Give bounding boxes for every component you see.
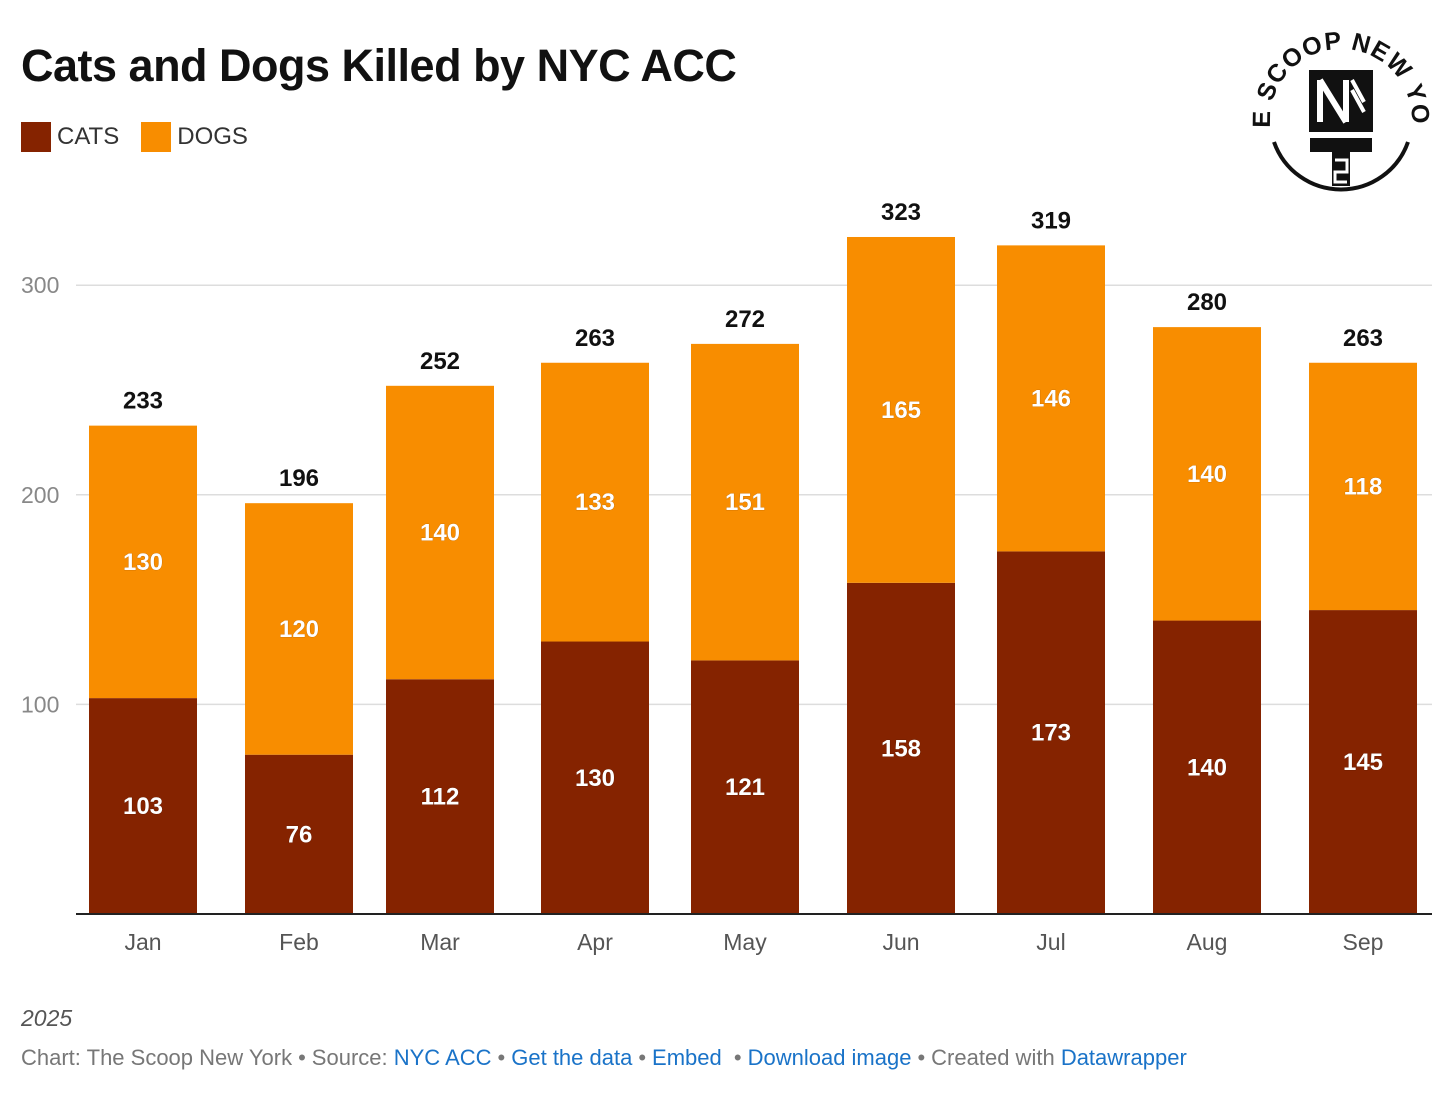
legend: CATS DOGS (21, 122, 270, 152)
legend-label-cats: CATS (57, 123, 120, 150)
y-tick-label-100: 100 (21, 691, 59, 717)
bar-cats-may (691, 660, 799, 914)
x-tick-label-may: May (723, 929, 767, 955)
source-link[interactable]: NYC ACC (393, 1045, 492, 1070)
x-tick-label-aug: Aug (1187, 929, 1228, 955)
y-tick-label-300: 300 (21, 272, 59, 298)
y-tick-label-200: 200 (21, 482, 59, 508)
download-image-link[interactable]: Download image (747, 1045, 912, 1070)
data-label-dogs-jun: 165 (881, 397, 921, 424)
chart-note: 2025 (21, 1005, 73, 1031)
bar-dogs-mar (386, 385, 494, 680)
chart-title: Cats and Dogs Killed by NYC ACC (21, 40, 737, 91)
x-tick-label-jan: Jan (124, 929, 161, 955)
data-label-cats-apr: 130 (575, 765, 615, 792)
data-label-cats-feb: 76 (286, 821, 313, 848)
x-tick-label-jul: Jul (1036, 929, 1065, 955)
data-label-cats-aug: 140 (1187, 754, 1227, 781)
bar-dogs-apr (541, 362, 649, 642)
x-tick-label-apr: Apr (577, 929, 613, 955)
bar-dogs-may (691, 343, 799, 661)
x-tick-label-feb: Feb (279, 929, 319, 955)
bar-cats-feb (245, 754, 353, 914)
bar-cats-aug (1153, 620, 1261, 914)
total-label-mar: 252 (420, 348, 460, 375)
data-label-dogs-may: 151 (725, 489, 765, 516)
data-label-cats-jul: 173 (1031, 720, 1071, 747)
data-label-cats-may: 121 (725, 774, 765, 801)
stacked-bar-chart: 100 200 300 103 130 233 Jan 76 120 196 Feb 112 140 25… (21, 199, 1432, 955)
total-label-aug: 280 (1187, 289, 1227, 316)
total-label-jul: 319 (1031, 207, 1071, 234)
bar-dogs-jul (997, 245, 1105, 552)
bar-dogs-aug (1153, 327, 1261, 621)
x-tick-label-jun: Jun (882, 929, 919, 955)
total-label-apr: 263 (575, 325, 615, 352)
bar-dogs-feb (245, 503, 353, 755)
x-tick-label-sep: Sep (1343, 929, 1384, 955)
legend-swatch-cats (21, 122, 51, 152)
bar-cats-jan (89, 698, 197, 914)
bar-cats-jun (847, 582, 955, 914)
data-label-dogs-mar: 140 (420, 520, 460, 547)
data-label-dogs-aug: 140 (1187, 461, 1227, 488)
data-label-dogs-jul: 146 (1031, 385, 1071, 412)
embed-link[interactable]: Embed (652, 1045, 722, 1070)
data-label-dogs-jan: 130 (123, 549, 163, 576)
bar-dogs-jan (89, 425, 197, 699)
footer-created-label: Created with (931, 1045, 1055, 1070)
bar-cats-mar (386, 679, 494, 914)
total-label-may: 272 (725, 306, 765, 333)
legend-swatch-dogs (141, 122, 172, 152)
data-label-cats-jan: 103 (123, 793, 163, 820)
data-label-cats-sep: 145 (1343, 749, 1383, 776)
data-label-dogs-feb: 120 (279, 616, 319, 643)
data-label-dogs-sep: 118 (1344, 473, 1383, 500)
total-label-sep: 263 (1343, 325, 1383, 352)
data-label-cats-mar: 112 (421, 784, 460, 811)
x-tick-label-mar: Mar (420, 929, 460, 955)
datawrapper-link[interactable]: Datawrapper (1060, 1045, 1187, 1070)
total-label-jun: 323 (881, 199, 921, 226)
legend-item-cats: CATS (21, 122, 119, 152)
data-label-cats-jun: 158 (881, 735, 921, 762)
total-label-feb: 196 (279, 465, 319, 492)
bar-dogs-jun (847, 236, 955, 583)
bar-cats-apr (541, 641, 649, 914)
total-label-jan: 233 (123, 388, 163, 415)
chart-footer: Chart: The Scoop New York • Source: NYC AC… (21, 1045, 1187, 1070)
data-label-dogs-apr: 133 (575, 489, 615, 516)
bar-cats-sep (1309, 610, 1417, 914)
footer-source-label: Source: (311, 1045, 388, 1070)
scoop-new-york-logo: THE SCOOP NEW YORK (1248, 22, 1433, 192)
bar-dogs-sep (1309, 362, 1417, 611)
legend-label-dogs: DOGS (177, 123, 248, 150)
nyts-monogram-icon (1309, 70, 1373, 186)
legend-item-dogs: DOGS (141, 122, 248, 152)
get-data-link[interactable]: Get the data (511, 1045, 633, 1070)
bar-cats-jul (997, 551, 1105, 914)
footer-credit: Chart: The Scoop New York (21, 1045, 293, 1070)
